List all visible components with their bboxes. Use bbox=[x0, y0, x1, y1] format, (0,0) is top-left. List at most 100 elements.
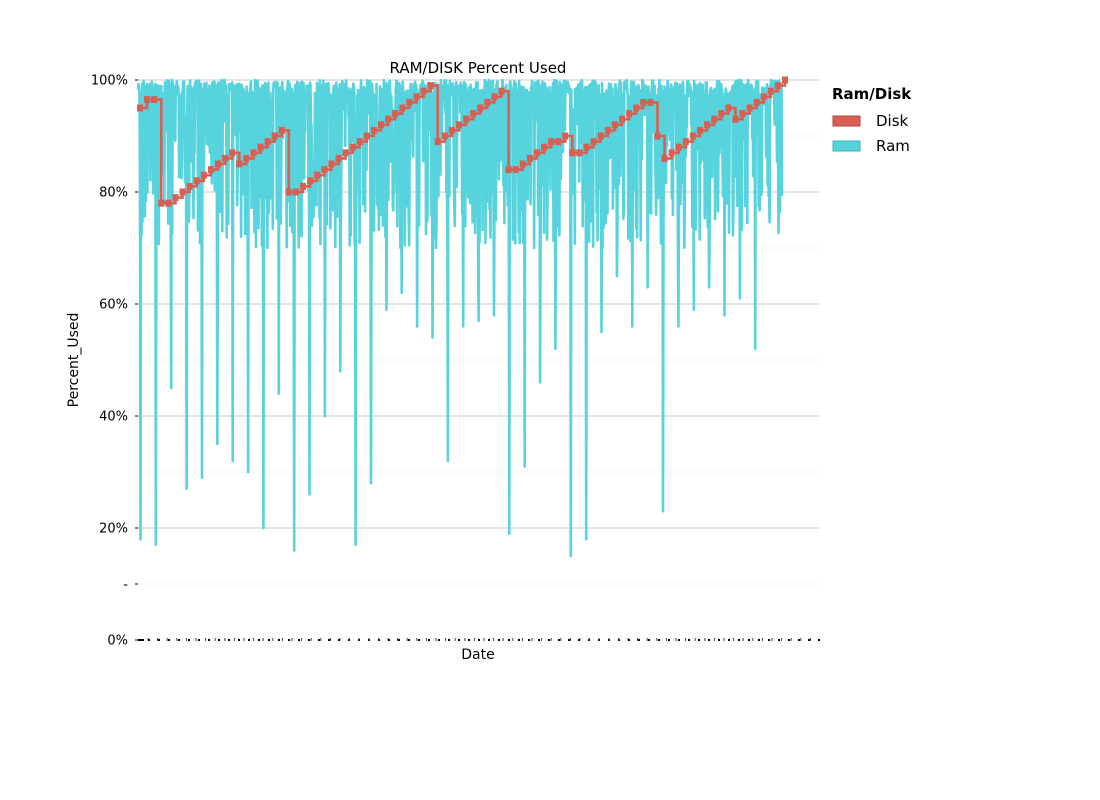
disk-point bbox=[363, 132, 370, 140]
disk-point bbox=[626, 110, 633, 118]
series-disk bbox=[137, 76, 788, 207]
disk-point bbox=[292, 188, 299, 196]
disk-point bbox=[498, 87, 505, 95]
series-ram bbox=[136, 78, 784, 558]
disk-point bbox=[356, 138, 363, 146]
disk-point bbox=[548, 138, 555, 146]
y-ticks: 0% - 20% 40% 60% 80% 100% bbox=[91, 74, 138, 649]
disk-point bbox=[222, 154, 229, 162]
disk-point bbox=[271, 132, 278, 140]
legend-label-ram: Ram bbox=[876, 137, 910, 155]
legend: Ram/Disk Disk Ram bbox=[832, 85, 912, 155]
disk-point bbox=[470, 110, 477, 118]
disk-point bbox=[179, 188, 186, 196]
disk-point bbox=[654, 132, 661, 140]
disk-point bbox=[569, 149, 576, 157]
disk-point bbox=[377, 121, 384, 129]
disk-point bbox=[328, 160, 335, 168]
ram-series-line bbox=[136, 78, 784, 558]
legend-swatch-disk bbox=[832, 115, 861, 127]
disk-point bbox=[193, 177, 200, 185]
disk-point bbox=[314, 171, 321, 179]
disk-point bbox=[753, 98, 760, 106]
disk-point bbox=[441, 132, 448, 140]
disk-point bbox=[434, 138, 441, 146]
disk-point bbox=[477, 104, 484, 112]
disk-point bbox=[711, 115, 718, 123]
disk-point bbox=[250, 149, 257, 157]
disk-point bbox=[704, 121, 711, 129]
disk-point bbox=[484, 98, 491, 106]
disk-point bbox=[576, 149, 583, 157]
disk-point bbox=[725, 104, 732, 112]
disk-point bbox=[392, 110, 399, 118]
disk-point bbox=[335, 154, 342, 162]
disk-point bbox=[505, 166, 512, 174]
disk-point bbox=[172, 194, 179, 202]
disk-point bbox=[533, 149, 540, 157]
disk-point bbox=[151, 96, 158, 104]
disk-point bbox=[640, 98, 647, 106]
legend-title: Ram/Disk bbox=[832, 85, 912, 103]
disk-point bbox=[746, 104, 753, 112]
disk-point bbox=[300, 182, 307, 190]
disk-point bbox=[718, 110, 725, 118]
disk-point bbox=[186, 182, 193, 190]
disk-point bbox=[463, 115, 470, 123]
disk-point bbox=[370, 126, 377, 134]
legend-label-disk: Disk bbox=[876, 112, 909, 130]
disk-point bbox=[427, 82, 434, 90]
disk-point bbox=[342, 149, 349, 157]
x-ticks bbox=[147, 638, 811, 641]
disk-point bbox=[597, 132, 604, 140]
disk-point bbox=[165, 199, 172, 207]
disk-point bbox=[696, 126, 703, 134]
disk-point bbox=[661, 154, 668, 162]
disk-point bbox=[668, 149, 675, 157]
x-axis-label: Date bbox=[461, 647, 494, 663]
disk-point bbox=[760, 93, 767, 101]
disk-point bbox=[278, 126, 285, 134]
y-tick-label: - bbox=[123, 578, 128, 593]
disk-point bbox=[604, 126, 611, 134]
chart-title: RAM/DISK Percent Used bbox=[390, 59, 567, 77]
y-tick-label: 100% bbox=[91, 74, 128, 89]
disk-point bbox=[562, 132, 569, 140]
disk-point bbox=[264, 138, 271, 146]
disk-point bbox=[774, 82, 781, 90]
disk-point bbox=[455, 121, 462, 129]
disk-point bbox=[420, 87, 427, 95]
disk-point bbox=[689, 132, 696, 140]
disk-point bbox=[257, 143, 264, 151]
disk-point bbox=[236, 160, 243, 168]
y-axis-label: Percent_Used bbox=[66, 313, 82, 408]
y-tick-label: 20% bbox=[99, 522, 128, 537]
disk-point bbox=[321, 166, 328, 174]
disk-point bbox=[767, 87, 774, 95]
disk-point bbox=[618, 115, 625, 123]
disk-point bbox=[307, 177, 314, 185]
disk-point bbox=[207, 166, 214, 174]
disk-point bbox=[385, 115, 392, 123]
disk-point bbox=[399, 104, 406, 112]
disk-point bbox=[448, 126, 455, 134]
disk-point bbox=[583, 143, 590, 151]
disk-point bbox=[229, 149, 236, 157]
disk-point bbox=[782, 76, 788, 84]
disk-point bbox=[491, 93, 498, 101]
disk-point bbox=[590, 138, 597, 146]
disk-point bbox=[200, 171, 207, 179]
disk-series-line bbox=[140, 80, 787, 205]
disk-point bbox=[611, 121, 618, 129]
disk-point bbox=[285, 188, 292, 196]
disk-point bbox=[349, 143, 356, 151]
disk-point bbox=[555, 138, 562, 146]
disk-point bbox=[214, 160, 221, 168]
disk-point bbox=[406, 98, 413, 106]
disk-point bbox=[526, 154, 533, 162]
y-tick-label: 60% bbox=[99, 298, 128, 313]
disk-point bbox=[647, 98, 654, 106]
disk-point bbox=[633, 104, 640, 112]
y-tick-label: 0% bbox=[107, 634, 128, 649]
